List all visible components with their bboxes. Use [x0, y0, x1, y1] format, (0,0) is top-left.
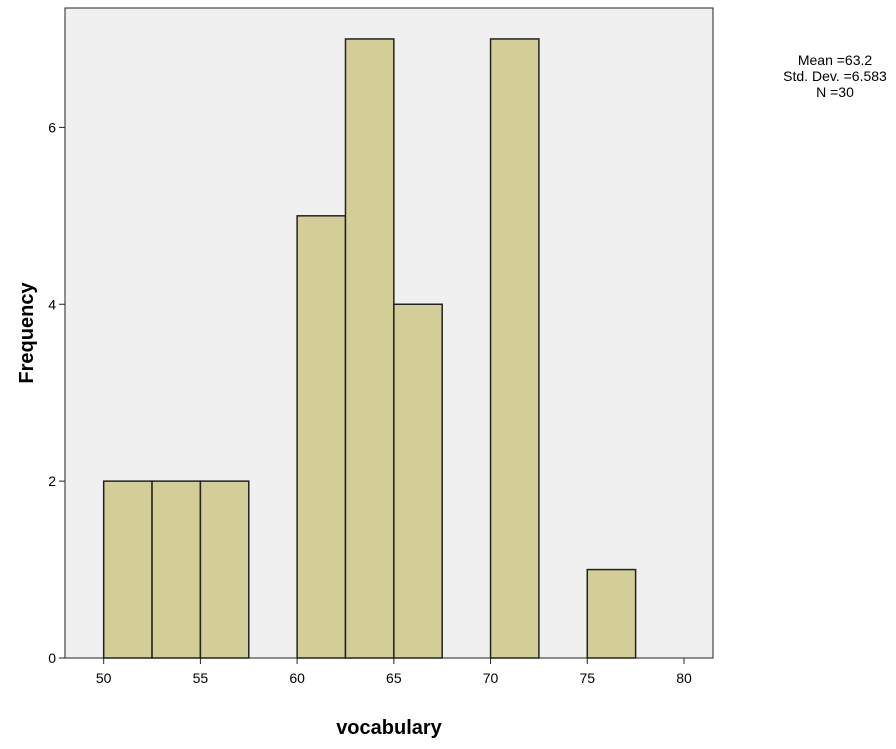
y-tick-label: 6: [48, 119, 56, 135]
x-axis-label: vocabulary: [336, 717, 442, 739]
histogram-bar: [393, 303, 443, 659]
histogram-bar: [199, 480, 250, 659]
histogram-bar: [296, 215, 347, 659]
x-tick-label: 70: [483, 670, 499, 686]
stat-mean: Mean =63.2: [797, 52, 873, 68]
histogram-bar: [344, 38, 395, 659]
y-axis: 0 2 4 6: [48, 119, 65, 666]
histogram-bar: [586, 568, 637, 659]
stat-n: N =30: [816, 84, 854, 100]
bars-group: [102, 38, 637, 659]
y-tick-label: 4: [48, 296, 56, 312]
x-tick-label: 55: [193, 670, 209, 686]
y-tick-label: 2: [48, 473, 56, 489]
histogram-bar: [489, 38, 540, 659]
x-tick-label: 60: [289, 670, 305, 686]
stat-std-dev: Std. Dev. =6.583: [783, 68, 887, 84]
x-tick-label: 80: [676, 670, 692, 686]
x-axis: 50 55 60 65 70 75 80: [96, 658, 692, 686]
y-axis-label: Frequency: [16, 282, 38, 384]
stats-box: Mean =63.2 Std. Dev. =6.583 N =30: [770, 52, 896, 100]
x-tick-label: 65: [386, 670, 402, 686]
x-tick-label: 50: [96, 670, 112, 686]
y-tick-label: 0: [48, 650, 56, 666]
histogram-bar: [151, 480, 202, 659]
histogram-bar: [102, 480, 153, 659]
x-tick-label: 75: [579, 670, 595, 686]
